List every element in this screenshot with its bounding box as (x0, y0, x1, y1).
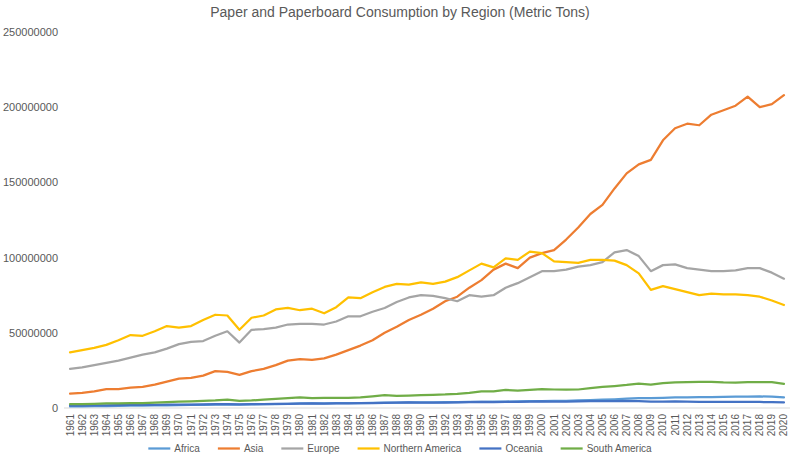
x-tick-label: 1998 (512, 414, 523, 437)
x-tick-label: 1986 (367, 414, 378, 437)
x-tick-label: 2000 (536, 414, 547, 437)
x-tick-label: 1993 (452, 414, 463, 437)
series-line (70, 250, 784, 369)
legend-swatch (218, 447, 240, 449)
x-tick-label: 1984 (343, 414, 354, 437)
x-tick-label: 1962 (77, 414, 88, 437)
x-tick-label: 2014 (706, 414, 717, 437)
x-tick-label: 1991 (428, 414, 439, 437)
x-tick-label: 1981 (307, 414, 318, 437)
x-tick-label: 2011 (670, 414, 681, 436)
x-tick-label: 1997 (500, 414, 511, 437)
x-tick-label: 1989 (403, 414, 414, 437)
x-tick-label: 2016 (730, 414, 741, 437)
title: Paper and Paperboard Consumption by Regi… (210, 4, 590, 20)
x-tick-label: 1964 (101, 414, 112, 437)
x-tick-label: 1979 (282, 414, 293, 437)
x-tick-label: 1969 (161, 414, 172, 437)
x-tick-label: 1999 (524, 414, 535, 437)
x-tick-label: 2006 (609, 414, 620, 437)
x-tick-label: 1990 (415, 414, 426, 437)
legend-swatch (561, 447, 583, 449)
x-tick-label: 1995 (476, 414, 487, 437)
x-tick-label: 1994 (464, 414, 475, 437)
x-tick-label: 1966 (125, 414, 136, 437)
x-tick-label: 2010 (657, 414, 668, 437)
x-tick-label: 2020 (778, 414, 789, 437)
x-tick-label: 2015 (718, 414, 729, 437)
x-tick-label: 1987 (379, 414, 390, 437)
x-tick-label: 1973 (210, 414, 221, 437)
x-tick-label: 1963 (89, 414, 100, 437)
plot-area (70, 95, 784, 406)
x-tick-label: 1976 (246, 414, 257, 437)
legend-label: Europe (307, 443, 340, 454)
x-tick-label: 1971 (186, 414, 197, 437)
x-tick-label: 2013 (694, 414, 705, 437)
y-tick-label: 50000000 (9, 327, 58, 339)
x-tick-label: 2008 (633, 414, 644, 437)
legend-label: Africa (174, 443, 200, 454)
x-tick-label: 1975 (234, 414, 245, 437)
x-tick-label: 1980 (294, 414, 305, 437)
legend-label: Oceania (505, 443, 543, 454)
legend: Africa Asia Europe Northern America Oceania S… (148, 443, 652, 454)
legend-label: South America (587, 443, 652, 454)
x-tick-label: 1967 (137, 414, 148, 437)
x-tick-label: 2009 (645, 414, 656, 437)
x-tick-label: 1985 (355, 414, 366, 437)
x-tick-label: 1992 (440, 414, 451, 437)
legend-label: Northern America (384, 443, 462, 454)
x-tick-label: 1972 (198, 414, 209, 437)
x-axis-line (64, 408, 790, 409)
legend-swatch (281, 447, 303, 449)
y-tick-label: 0 (52, 402, 58, 414)
x-tick-label: 2002 (561, 414, 572, 437)
x-tick-label: 2004 (585, 414, 596, 437)
x-tick-label: 1983 (331, 414, 342, 437)
x-tick-label: 2001 (549, 414, 560, 437)
x-tick-label: 2007 (621, 414, 632, 437)
x-tick-label: 2012 (682, 414, 693, 437)
x-tick-label: 2003 (573, 414, 584, 437)
x-tick-label: 1982 (319, 414, 330, 437)
x-tick-label: 2018 (754, 414, 765, 437)
legend-swatch (358, 447, 380, 449)
x-tick-label: 1965 (113, 414, 124, 437)
legend-swatch (148, 447, 170, 449)
chart: Paper and Paperboard Consumption by Regi… (0, 0, 800, 458)
series-line (70, 382, 784, 404)
background (0, 0, 800, 458)
y-tick-label: 150000000 (3, 176, 58, 188)
x-tick-label: 1974 (222, 414, 233, 437)
x-tick-label: 1968 (149, 414, 160, 437)
x-tick-label: 1961 (65, 414, 76, 437)
x-tick-label: 1977 (258, 414, 269, 437)
x-tick-label: 1996 (488, 414, 499, 437)
x-tick-label: 1970 (173, 414, 184, 437)
legend-label: Asia (244, 443, 264, 454)
y-tick-label: 100000000 (3, 252, 58, 264)
y-range-end (64, 32, 65, 408)
series-line (70, 95, 784, 394)
x-tick-label: 2017 (742, 414, 753, 437)
x-tick-label: 1988 (391, 414, 402, 437)
y-tick-label: 200000000 (3, 101, 58, 113)
y-tick-label: 250000000 (3, 26, 58, 38)
legend-swatch (479, 447, 501, 449)
x-tick-label: 2005 (597, 414, 608, 437)
x-tick-label: 2019 (766, 414, 777, 437)
x-tick-label: 1978 (270, 414, 281, 437)
series-line (70, 252, 784, 353)
